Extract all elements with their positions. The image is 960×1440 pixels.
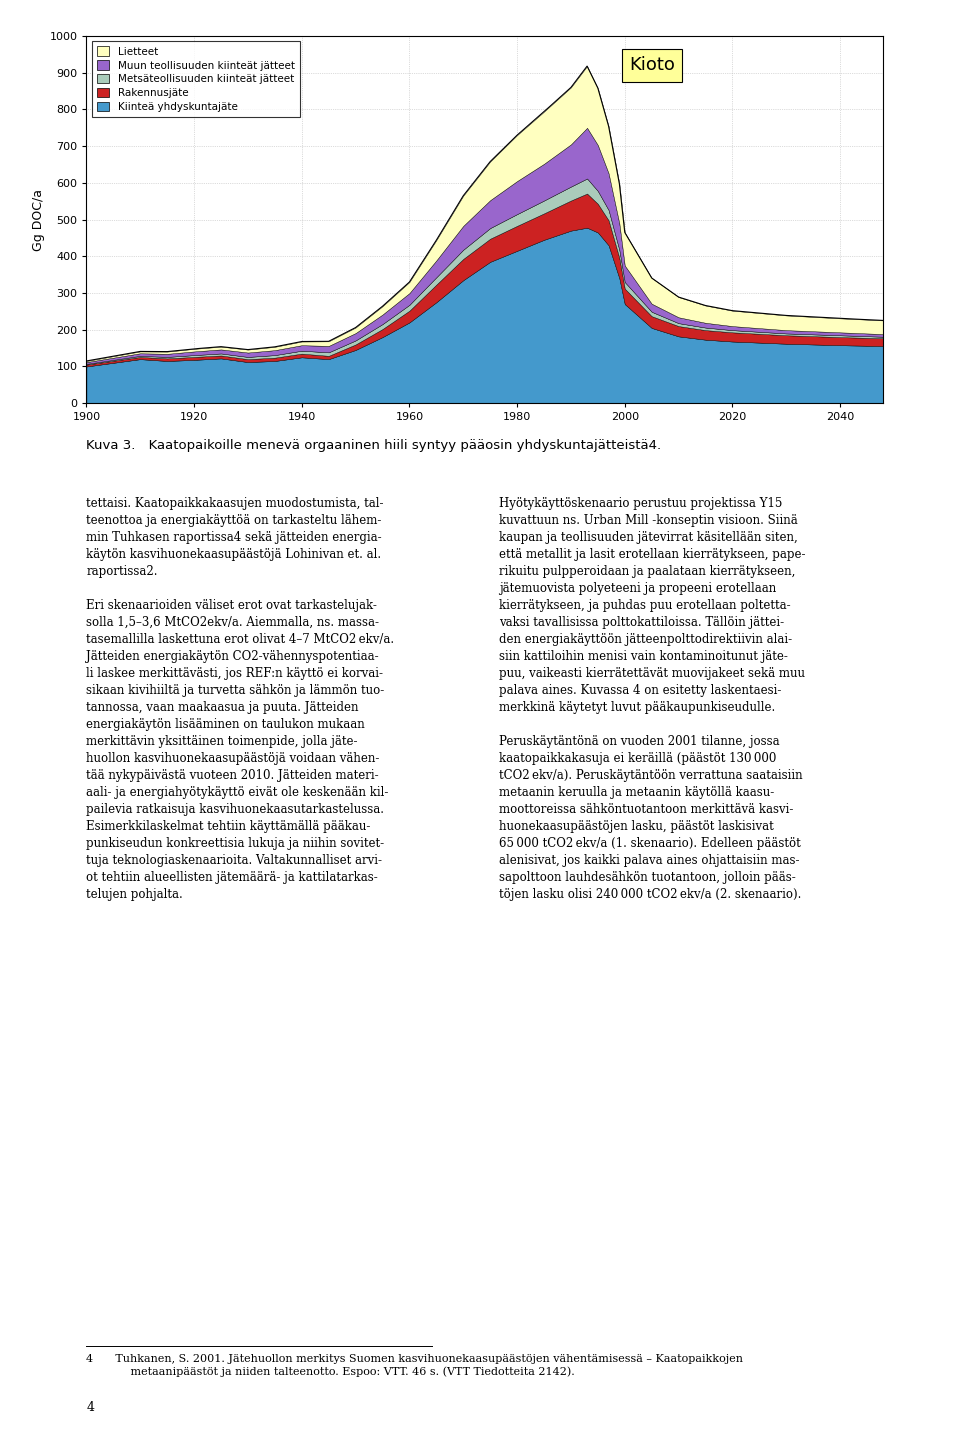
Text: Hyötykäyttöskenaario perustuu projektissa Y15
kuvattuun ns. Urban Mill -konsepti: Hyötykäyttöskenaario perustuu projektiss…: [499, 497, 805, 901]
Text: 4  Tuhkanen, S. 2001. Jätehuollon merkitys Suomen kasvihuonekaasupäästöjen vähen: 4 Tuhkanen, S. 2001. Jätehuollon merkity…: [86, 1354, 743, 1377]
Legend: Lietteet, Muun teollisuuden kiinteät jätteet, Metsäteollisuuden kiinteät jätteet: Lietteet, Muun teollisuuden kiinteät jät…: [91, 42, 300, 117]
Text: 4: 4: [86, 1401, 94, 1414]
Y-axis label: Gg DOC/a: Gg DOC/a: [33, 189, 45, 251]
Text: Kuva 3. Kaatopaikoille menevä orgaaninen hiili syntyy pääosin yhdyskuntajätteist: Kuva 3. Kaatopaikoille menevä orgaaninen…: [86, 439, 661, 452]
Text: tettaisi. Kaatopaikkakaasujen muodostumista, tal-
teenottoa ja energiakäyttöä on: tettaisi. Kaatopaikkakaasujen muodostumi…: [86, 497, 395, 901]
Text: Kioto: Kioto: [629, 56, 675, 75]
